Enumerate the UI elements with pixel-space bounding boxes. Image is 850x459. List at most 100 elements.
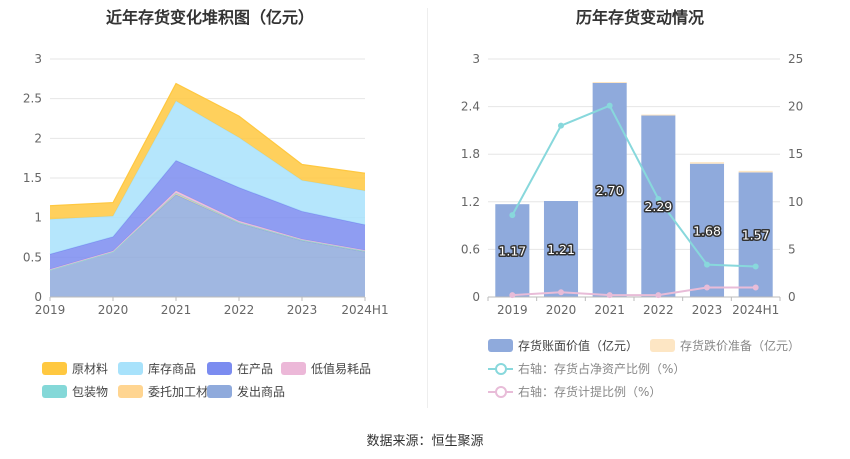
legend-label: 右轴：存货占净资产比例（%） — [518, 362, 686, 376]
bar-impairment-reserve — [689, 162, 725, 164]
left-y-tick-label: 2 — [34, 131, 42, 145]
line-point — [606, 102, 613, 109]
legend-swatch — [118, 362, 143, 375]
left-y-tick-label: 2.5 — [23, 92, 42, 106]
right-right-y-tick-label: 25 — [788, 52, 803, 66]
area-series-低值易耗品 — [50, 190, 365, 271]
left-x-tick-label: 2019 — [35, 303, 66, 317]
left-legend-item[interactable]: 低值易耗品 — [281, 360, 371, 377]
line-point — [509, 212, 516, 219]
right-left-y-tick-label: 3 — [472, 52, 480, 66]
bar-value-label: 1.68 — [693, 223, 721, 238]
bar-value-label: 1.17 — [498, 244, 526, 259]
right-x-tick-label: 2020 — [546, 303, 577, 317]
line-point — [509, 292, 516, 299]
legend-swatch — [488, 385, 513, 398]
line-point — [558, 122, 564, 129]
bar-inventory-value — [641, 115, 676, 298]
right-x-tick-label: 2023 — [692, 303, 723, 317]
line-point — [606, 292, 613, 299]
legend-label: 低值易耗品 — [311, 362, 372, 376]
line-point — [752, 284, 759, 291]
right-x-tick-label: 2022 — [643, 303, 674, 317]
legend-label: 包装物 — [72, 385, 109, 399]
line-point — [655, 195, 662, 202]
legend-label: 在产品 — [237, 362, 274, 376]
data-source-note: 数据来源：恒生聚源 — [366, 434, 484, 449]
area-series-在产品 — [50, 160, 365, 270]
line-point — [655, 292, 662, 299]
legend-label: 存货账面价值（亿元） — [518, 339, 639, 353]
bar-inventory-value — [495, 204, 530, 297]
right-left-y-tick-label: 1.8 — [461, 147, 480, 161]
bar-impairment-reserve — [592, 82, 627, 84]
legend-swatch — [281, 362, 306, 375]
line-point — [558, 289, 564, 296]
left-y-tick-label: 0 — [34, 290, 42, 304]
legend-swatch — [42, 385, 67, 398]
right-legend-item[interactable]: 存货跌价准备（亿元） — [650, 337, 800, 354]
area-series-edge-在产品 — [49, 159, 366, 255]
left-y-tick-label: 1.5 — [23, 171, 42, 185]
left-legend-item[interactable]: 库存商品 — [118, 360, 196, 377]
left-x-tick-label: 2021 — [161, 303, 192, 317]
right-left-y-tick-label: 1.2 — [461, 195, 480, 209]
left-legend-item[interactable]: 原材料 — [42, 360, 108, 377]
right-legend-item[interactable]: 右轴：存货计提比例（%） — [488, 383, 661, 400]
right-left-y-tick-label: 0 — [472, 290, 480, 304]
right-x-tick-label: 2024H1 — [732, 303, 779, 317]
legend-swatch — [118, 385, 143, 398]
right-left-y-tick-label: 0.6 — [461, 242, 480, 256]
left-x-tick-label: 2022 — [224, 303, 255, 317]
legend-label: 原材料 — [72, 362, 109, 376]
area-series-库存商品 — [50, 101, 365, 255]
left-y-tick-label: 0.5 — [23, 250, 42, 264]
right-right-y-tick-label: 10 — [788, 195, 803, 209]
bar-value-label: 1.57 — [742, 228, 770, 243]
right-right-y-tick-label: 15 — [788, 147, 803, 161]
area-series-委托加工材料 — [50, 193, 365, 271]
right-right-y-tick-label: 0 — [788, 290, 796, 304]
left-legend-item[interactable]: 委托加工材料 — [118, 383, 220, 400]
legend-label: 右轴：存货计提比例（%） — [518, 385, 662, 399]
legend-swatch — [207, 385, 232, 398]
right-x-tick-label: 2021 — [594, 303, 625, 317]
bar-impairment-reserve — [738, 170, 773, 173]
left-legend-item[interactable]: 在产品 — [207, 360, 273, 377]
legend-swatch — [488, 362, 513, 375]
left-y-tick-label: 3 — [34, 52, 42, 66]
legend-label: 库存商品 — [148, 362, 197, 376]
left-legend-item[interactable]: 发出商品 — [207, 383, 285, 400]
right-legend-item[interactable]: 右轴：存货占净资产比例（%） — [488, 360, 685, 377]
bar-inventory-value — [543, 201, 579, 297]
right-left-y-tick-label: 2.4 — [461, 100, 480, 114]
right-right-y-tick-label: 5 — [788, 242, 796, 256]
line-series-右轴：存货占净资产比例（%） — [511, 104, 756, 268]
bar-impairment-reserve — [641, 114, 676, 116]
bar-inventory-value — [689, 163, 725, 297]
area-series-原材料 — [50, 83, 365, 220]
legend-label: 委托加工材料 — [148, 385, 221, 399]
legend-swatch — [207, 362, 232, 375]
line-series-右轴：存货计提比例（%） — [512, 286, 756, 297]
left-x-tick-label: 2023 — [287, 303, 318, 317]
legend-swatch — [650, 339, 675, 352]
left-x-tick-label: 2020 — [98, 303, 129, 317]
left-legend-item[interactable]: 包装物 — [42, 383, 108, 400]
left-x-tick-label: 2024H1 — [341, 303, 388, 317]
legend-label: 发出商品 — [237, 385, 286, 399]
right-legend-item[interactable]: 存货账面价值（亿元） — [488, 337, 638, 354]
panel-divider — [427, 8, 428, 408]
left-chart-title: 近年存货变化堆积图（亿元） — [105, 8, 314, 27]
right-x-tick-label: 2019 — [497, 303, 528, 317]
legend-swatch — [42, 362, 67, 375]
left-y-tick-label: 1 — [34, 211, 42, 225]
legend-label: 存货跌价准备（亿元） — [680, 339, 801, 353]
line-point — [752, 263, 759, 270]
area-series-发出商品 — [50, 194, 365, 297]
line-point — [704, 284, 710, 291]
bar-inventory-value — [592, 82, 627, 297]
area-series-edge-原材料 — [49, 82, 366, 207]
legend-swatch — [488, 339, 513, 352]
